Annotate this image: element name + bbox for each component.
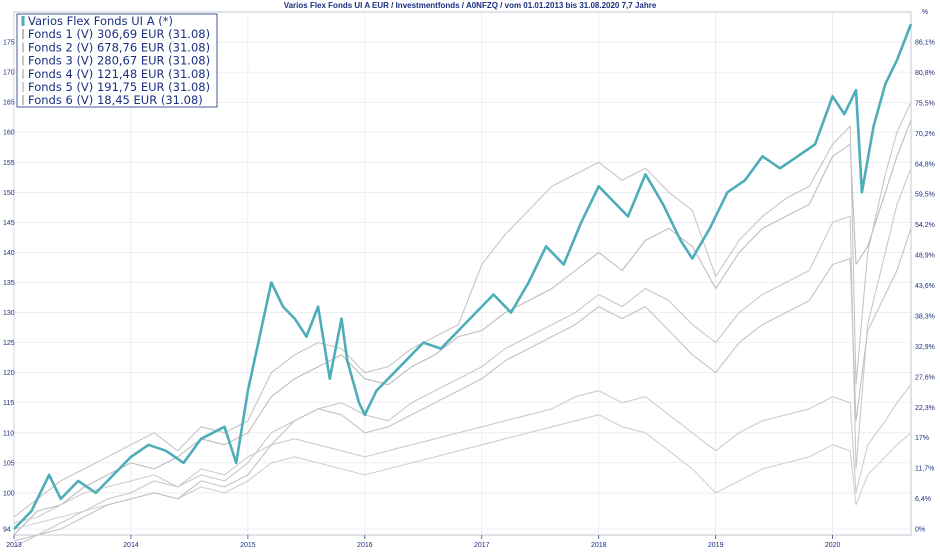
y-right-tick-label: 75,5% — [915, 100, 935, 107]
y-right-tick-label: 22,3% — [915, 405, 935, 412]
x-tick-label: 2014 — [123, 542, 139, 549]
series-line-3 — [13, 168, 912, 548]
x-tick-label: 2019 — [708, 542, 724, 549]
series-line-1 — [13, 120, 912, 536]
legend: Varios Flex Fonds UI A (*)Fonds 1 (V) 30… — [16, 13, 218, 108]
x-tick-label: 2017 — [474, 542, 490, 549]
series-line-main — [13, 23, 913, 530]
x-tick-label: 2015 — [240, 542, 256, 549]
x-tick-label: 2018 — [591, 542, 607, 549]
legend-entry: Fonds 1 (V) 306,69 EUR (31.08) — [28, 27, 210, 41]
y-right-tick-label: 17% — [915, 435, 929, 442]
y-left-tick-label: 125 — [3, 340, 15, 347]
y-left-tick-label: 160 — [3, 130, 15, 137]
y-right-tick-label: 27,6% — [915, 374, 935, 381]
legend-entry: Fonds 3 (V) 280,67 EUR (31.08) — [28, 54, 210, 68]
legend-entry: Fonds 6 (V) 18,45 EUR (31.08) — [28, 93, 203, 107]
y-right-tick-label: 59,5% — [915, 192, 935, 199]
legend-entry: Varios Flex Fonds UI A (*) — [28, 14, 173, 28]
y-left-tick-label: 170 — [3, 70, 15, 77]
y-right-tick-label: 86,1% — [915, 40, 935, 47]
legend-entry: Fonds 5 (V) 191,75 EUR (31.08) — [28, 80, 210, 94]
y-left-tick-label: 105 — [3, 460, 15, 467]
x-tick-label: 2016 — [357, 542, 373, 549]
y-left-tick-label: 155 — [3, 160, 15, 167]
y-right-tick-label: 38,3% — [915, 313, 935, 320]
y-left-tick-label: 100 — [3, 490, 15, 497]
y-left-tick-label: 150 — [3, 190, 15, 197]
y-right-unit-label: % — [922, 9, 928, 16]
y-right-tick-label: 48,9% — [915, 253, 935, 260]
y-right-tick-label: 0% — [915, 526, 925, 533]
y-right-tick-label: 64,8% — [915, 161, 935, 168]
y-left-tick-label: 120 — [3, 370, 15, 377]
series-layer — [13, 23, 913, 548]
y-right-tick-label: 80,8% — [915, 70, 935, 77]
y-right-tick-label: 6,4% — [915, 496, 931, 503]
x-tick-label: 2013 — [6, 542, 22, 549]
series-line-2 — [13, 101, 912, 518]
legend-box — [16, 13, 218, 108]
chart-title: Varios Flex Fonds UI A EUR / Investmentf… — [284, 1, 657, 10]
y-left-tick-label: 115 — [3, 400, 14, 407]
y-left-tick-label: 94 — [3, 526, 11, 533]
axis-layer: 94 100 105 110 115 120 125 130 135 140 145 150 155 16… — [3, 9, 935, 549]
x-tick-label: 2020 — [825, 542, 841, 549]
y-right-tick-label: 54,2% — [915, 222, 935, 229]
series-line-4 — [13, 384, 912, 524]
y-right-tick-label: 43,6% — [915, 283, 935, 290]
y-left-tick-label: 110 — [3, 430, 14, 437]
y-left-tick-label: 165 — [3, 100, 15, 107]
y-left-tick-label: 130 — [3, 310, 15, 317]
y-left-tick-label: 140 — [3, 250, 15, 257]
y-left-tick-label: 135 — [3, 280, 15, 287]
y-left-tick-label: 175 — [3, 40, 15, 47]
y-right-tick-label: 11,7% — [915, 466, 934, 473]
grid-layer — [13, 12, 911, 535]
series-line-6 — [13, 228, 912, 542]
legend-entry: Fonds 2 (V) 678,76 EUR (31.08) — [28, 40, 210, 54]
y-right-tick-label: 70,2% — [915, 131, 935, 138]
legend-entry: Fonds 4 (V) 121,48 EUR (31.08) — [28, 67, 210, 81]
y-left-tick-label: 145 — [3, 220, 15, 227]
y-right-tick-label: 32,9% — [915, 344, 935, 351]
